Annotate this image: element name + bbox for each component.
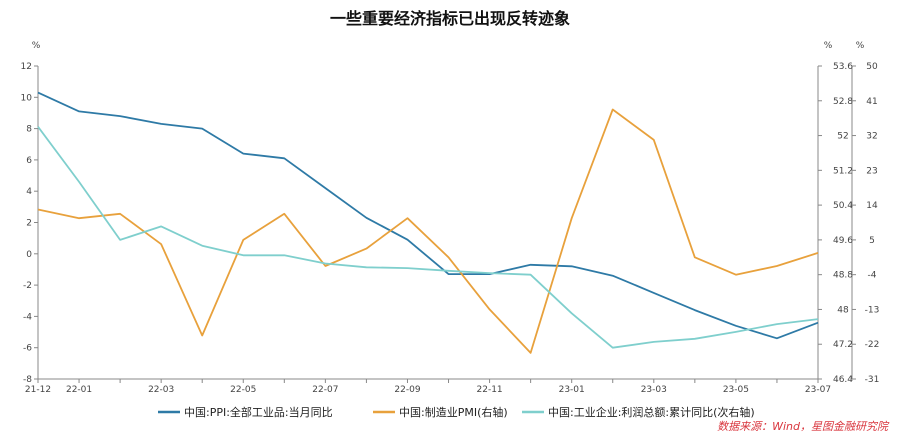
x-axis-tick-label: 22-11 xyxy=(477,385,503,395)
left-axis-tick-label: 12 xyxy=(21,62,32,72)
secondary-right-axis-tick-label: -22 xyxy=(865,340,880,350)
source-note: 数据来源：Wind，星图金融研究院 xyxy=(717,420,890,433)
right-axis-tick-label: 48.8 xyxy=(833,271,853,281)
chart-title: 一些重要经济指标已出现反转迹象 xyxy=(330,9,570,28)
right-axis-tick-label: 48 xyxy=(837,305,849,315)
legend-label: 中国:PPI:全部工业品:当月同比 xyxy=(184,405,333,419)
secondary-right-axis-tick-label: 50 xyxy=(866,62,878,72)
secondary-right-axis-tick-label: -13 xyxy=(865,305,880,315)
x-axis-tick-label: 23-03 xyxy=(641,385,667,395)
x-axis-tick-label: 23-01 xyxy=(559,385,585,395)
secondary-right-axis-tick-label: 5 xyxy=(869,236,875,246)
left-axis-tick-label: -2 xyxy=(23,281,32,291)
secondary-right-axis-tick-label: -4 xyxy=(868,271,877,281)
left-axis-tick-label: 0 xyxy=(26,250,32,260)
legend-label: 中国:制造业PMI(右轴) xyxy=(399,405,508,419)
axes: -8 -6 -4 -2 0 2 4 6 8 10 12% 46.4 47.2 48 48.8 49.6 50.4… xyxy=(21,41,880,395)
right-axis-tick-label: 51.2 xyxy=(833,166,853,176)
left-axis-tick-label: -8 xyxy=(23,375,32,385)
x-axis-tick-label: 23-07 xyxy=(805,385,831,395)
series-lines xyxy=(37,91,819,354)
x-axis-tick-label: 22-01 xyxy=(66,385,92,395)
x-axis-tick-label: 21-12 xyxy=(25,385,51,395)
x-axis-tick-label: 22-05 xyxy=(230,385,256,395)
secondary-right-axis-tick-label: -31 xyxy=(865,375,880,385)
x-axis-tick-label: 22-03 xyxy=(148,385,174,395)
secondary-right-axis-tick-label: 32 xyxy=(866,132,877,142)
series-line-1 xyxy=(37,91,819,340)
left-axis-tick-label: -6 xyxy=(23,344,32,354)
secondary-right-axis-tick-label: 14 xyxy=(866,201,878,211)
x-axis-tick-label: 22-07 xyxy=(312,385,338,395)
left-axis-tick-label: 4 xyxy=(26,187,32,197)
series-line-3 xyxy=(37,126,819,349)
left-axis-tick-label: 10 xyxy=(21,93,33,103)
left-axis-tick-label: 6 xyxy=(26,156,32,166)
right-axis-tick-label: 47.2 xyxy=(833,340,853,350)
x-axis-tick-label: 22-09 xyxy=(394,385,420,395)
left-axis-tick-label: 2 xyxy=(26,219,32,229)
x-axis-tick-label: 23-05 xyxy=(723,385,749,395)
secondary-right-axis-tick-label: 23 xyxy=(866,166,877,176)
right-axis-tick-label: 49.6 xyxy=(833,236,853,246)
secondary-right-axis-unit: % xyxy=(856,41,865,51)
left-axis-tick-label: -4 xyxy=(23,312,32,322)
secondary-right-axis-tick-label: 41 xyxy=(866,97,877,107)
left-axis-tick-label: 8 xyxy=(26,125,32,135)
right-axis-tick-label: 50.4 xyxy=(833,201,853,211)
right-axis-tick-label: 52.8 xyxy=(833,97,853,107)
legend-label: 中国:工业企业:利润总额:累计同比(次右轴) xyxy=(548,405,755,419)
right-axis-unit: % xyxy=(824,41,833,51)
right-axis-tick-label: 52 xyxy=(837,132,848,142)
legend: 中国:PPI:全部工业品:当月同比 中国:制造业PMI(右轴) 中国:工业企业:利润… xyxy=(158,405,755,419)
series-line-2 xyxy=(37,108,819,354)
left-axis-unit: % xyxy=(32,41,41,51)
right-axis-tick-label: 53.6 xyxy=(833,62,853,72)
right-axis-tick-label: 46.4 xyxy=(833,375,853,385)
